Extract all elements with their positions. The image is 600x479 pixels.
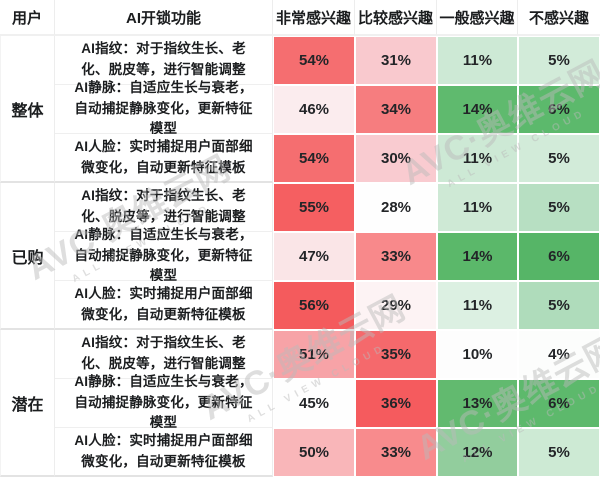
feature-cell: AI静脉：自适应生长与衰老，自动捕捉静脉变化，更新特征模型 (55, 374, 273, 430)
value-cell: 5% (518, 36, 600, 85)
value-cell: 29% (355, 281, 437, 330)
user-group-label: 整体 (0, 36, 55, 183)
value-cell: 11% (437, 183, 518, 232)
value-cell: 5% (518, 183, 600, 232)
value-cell: 54% (273, 36, 355, 85)
value-cell: 6% (518, 85, 600, 134)
feature-cell: AI指纹：对于指纹生长、老化、脱皮等，进行智能调整 (55, 36, 273, 85)
feature-cell: AI人脸：实时捕捉用户面部细微变化，自动更新特征模板 (55, 134, 273, 183)
value-cell: 11% (437, 281, 518, 330)
value-cell: 51% (273, 330, 355, 379)
value-cell: 55% (273, 183, 355, 232)
value-cell: 33% (355, 428, 437, 477)
value-cell: 46% (273, 85, 355, 134)
col-header-very-interested: 非常感兴趣 (273, 0, 355, 36)
col-header-user: 用户 (0, 0, 55, 36)
value-cell: 14% (437, 232, 518, 281)
value-cell: 35% (355, 330, 437, 379)
feature-cell: AI静脉：自适应生长与衰老，自动捕捉静脉变化，更新特征模型 (55, 80, 273, 136)
feature-cell: AI指纹：对于指纹生长、老化、脱皮等，进行智能调整 (55, 330, 273, 379)
col-header-not-interested: 不感兴趣 (518, 0, 600, 36)
value-cell: 11% (437, 36, 518, 85)
value-cell: 6% (518, 379, 600, 428)
value-cell: 4% (518, 330, 600, 379)
value-cell: 33% (355, 232, 437, 281)
col-header-somewhat-interested: 比较感兴趣 (355, 0, 437, 36)
value-cell: 12% (437, 428, 518, 477)
value-cell: 47% (273, 232, 355, 281)
value-cell: 28% (355, 183, 437, 232)
value-cell: 5% (518, 281, 600, 330)
value-cell: 11% (437, 134, 518, 183)
value-cell: 5% (518, 134, 600, 183)
col-header-feature: AI开锁功能 (55, 0, 273, 36)
feature-cell: AI人脸：实时捕捉用户面部细微变化，自动更新特征模板 (55, 281, 273, 330)
value-cell: 50% (273, 428, 355, 477)
value-cell: 10% (437, 330, 518, 379)
feature-cell: AI指纹：对于指纹生长、老化、脱皮等，进行智能调整 (55, 183, 273, 232)
value-cell: 31% (355, 36, 437, 85)
col-header-generally-interested: 一般感兴趣 (437, 0, 518, 36)
value-cell: 45% (273, 379, 355, 428)
value-cell: 13% (437, 379, 518, 428)
feature-cell: AI静脉：自适应生长与衰老，自动捕捉静脉变化，更新特征模型 (55, 227, 273, 283)
value-cell: 30% (355, 134, 437, 183)
user-group-label: 已购 (0, 183, 55, 330)
value-cell: 36% (355, 379, 437, 428)
value-cell: 5% (518, 428, 600, 477)
value-cell: 54% (273, 134, 355, 183)
value-cell: 56% (273, 281, 355, 330)
feature-cell: AI人脸：实时捕捉用户面部细微变化，自动更新特征模板 (55, 428, 273, 477)
user-group-label: 潜在 (0, 330, 55, 477)
value-cell: 6% (518, 232, 600, 281)
value-cell: 34% (355, 85, 437, 134)
value-cell: 14% (437, 85, 518, 134)
